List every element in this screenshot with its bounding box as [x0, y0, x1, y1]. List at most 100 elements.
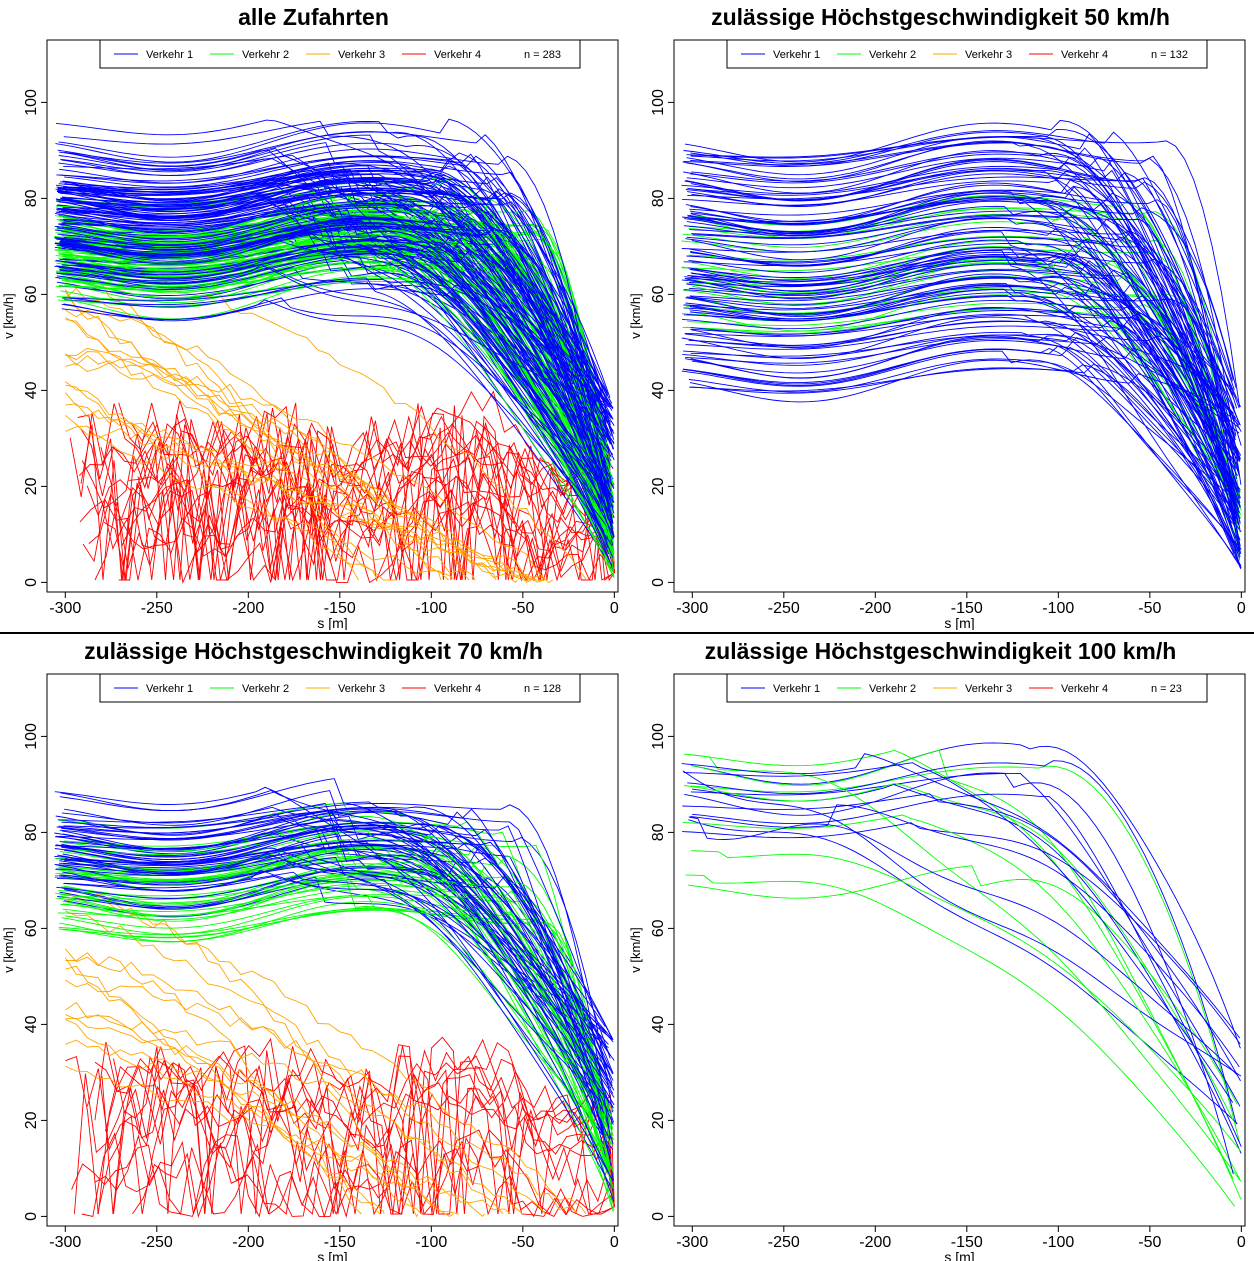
series-line-verkehr-1 — [58, 199, 608, 430]
series-line-verkehr-4 — [88, 479, 615, 582]
x-tick-label: -300 — [676, 1234, 708, 1251]
series-line-verkehr-2 — [58, 876, 609, 1193]
x-tick-label: 0 — [610, 600, 619, 617]
legend-box — [726, 39, 1208, 69]
chart-plot: -300 -250 -200 -150 -100 -50 0 s [m] 0 20 40 60 80 10… — [628, 673, 1246, 1261]
legend-count: n = 23 — [1151, 683, 1182, 695]
series-line-verkehr-2 — [54, 850, 614, 1130]
series-line-verkehr-2 — [689, 194, 1239, 537]
series-line-verkehr-1 — [55, 859, 615, 1061]
series-line-verkehr-1 — [686, 156, 1237, 435]
series-line-verkehr-1 — [64, 825, 614, 1145]
series-lines — [681, 742, 1242, 1207]
series-line-verkehr-1 — [62, 180, 612, 437]
series-line-verkehr-1 — [688, 816, 1239, 1076]
series-line-verkehr-1 — [683, 205, 1234, 488]
series-line-verkehr-1 — [64, 147, 614, 489]
chart-panel-1: zulässige Höchstgeschwindigkeit 50 km/h … — [627, 0, 1254, 630]
chart-plot: -300 -250 -200 -150 -100 -50 0 s [m] 0 20 40 60 80 10… — [628, 39, 1246, 630]
chart-plot: -300 -250 -200 -150 -100 -50 0 s [m] 0 20 40 60 80 10… — [1, 673, 619, 1261]
legend-count: n = 128 — [524, 683, 561, 695]
y-tick-label: 0 — [650, 578, 667, 587]
series-line-verkehr-4 — [103, 462, 615, 582]
series-line-verkehr-2 — [64, 821, 614, 1137]
series-line-verkehr-3 — [65, 319, 518, 584]
series-line-verkehr-1 — [687, 195, 1237, 512]
series-line-verkehr-1 — [54, 214, 614, 522]
series-line-verkehr-2 — [683, 783, 1234, 1121]
series-line-verkehr-4 — [121, 472, 615, 581]
series-line-verkehr-4 — [78, 415, 615, 581]
series-line-verkehr-4 — [97, 1086, 615, 1215]
series-line-verkehr-2 — [682, 814, 1242, 1182]
x-tick-label: -250 — [141, 1234, 173, 1251]
series-line-verkehr-1 — [62, 245, 613, 566]
series-line-verkehr-2 — [690, 765, 1241, 1143]
y-tick-label: 100 — [23, 89, 40, 116]
series-line-verkehr-1 — [690, 228, 1240, 548]
legend-count: n = 132 — [1151, 49, 1188, 61]
legend-entry: Verkehr 1 — [146, 683, 193, 695]
x-tick-label: -200 — [859, 1234, 891, 1251]
series-line-verkehr-3 — [64, 288, 545, 581]
y-tick-label: 0 — [23, 1212, 40, 1221]
y-axis-label: v [km/h] — [628, 293, 643, 339]
series-line-verkehr-3 — [65, 979, 579, 1215]
series-line-verkehr-1 — [56, 255, 607, 480]
series-line-verkehr-1 — [692, 793, 1242, 1147]
series-line-verkehr-1 — [54, 824, 614, 1074]
series-line-verkehr-3 — [65, 351, 497, 581]
series-line-verkehr-2 — [682, 304, 1242, 519]
series-line-verkehr-4 — [81, 1132, 615, 1217]
series-line-verkehr-1 — [690, 184, 1241, 552]
series-line-verkehr-3 — [65, 362, 476, 581]
series-line-verkehr-1 — [690, 253, 1241, 499]
series-line-verkehr-1 — [690, 333, 1240, 429]
series-line-verkehr-1 — [691, 742, 1241, 1049]
series-line-verkehr-1 — [689, 283, 1240, 512]
series-line-verkehr-3 — [64, 287, 359, 581]
y-tick-label: 0 — [650, 1212, 667, 1221]
series-line-verkehr-2 — [691, 850, 1241, 1151]
series-line-verkehr-2 — [685, 874, 1235, 1207]
series-line-verkehr-1 — [689, 185, 1239, 524]
series-line-verkehr-2 — [59, 874, 610, 1137]
series-line-verkehr-2 — [64, 830, 614, 1141]
y-axis-label: v [km/h] — [1, 293, 16, 339]
legend-entry: Verkehr 2 — [869, 49, 916, 61]
x-tick-label: -300 — [49, 1234, 81, 1251]
series-line-verkehr-1 — [55, 179, 615, 503]
series-line-verkehr-1 — [688, 199, 1238, 493]
series-line-verkehr-3 — [65, 1001, 485, 1218]
y-tick-label: 40 — [23, 381, 40, 399]
series-line-verkehr-3 — [65, 403, 537, 581]
series-lines — [681, 119, 1242, 570]
series-line-verkehr-4 — [94, 1037, 615, 1215]
y-tick-label: 60 — [650, 285, 667, 303]
series-line-verkehr-3 — [65, 1065, 511, 1215]
series-line-verkehr-1 — [64, 853, 615, 1098]
series-line-verkehr-3 — [64, 948, 362, 1215]
x-tick-label: -250 — [768, 1234, 800, 1251]
series-line-verkehr-3 — [65, 414, 456, 581]
series-line-verkehr-3 — [65, 425, 470, 581]
series-line-verkehr-1 — [683, 150, 1242, 446]
x-tick-label: -150 — [324, 600, 356, 617]
series-line-verkehr-4 — [113, 1085, 615, 1215]
y-axis-label: v [km/h] — [628, 927, 643, 973]
x-tick-label: -200 — [232, 1234, 264, 1251]
legend-entry: Verkehr 1 — [773, 49, 820, 61]
series-line-verkehr-1 — [59, 876, 609, 1049]
x-tick-label: -100 — [1042, 600, 1074, 617]
series-line-verkehr-2 — [55, 213, 615, 578]
series-line-verkehr-1 — [690, 249, 1241, 567]
series-line-verkehr-1 — [683, 142, 1233, 434]
x-axis-label: s [m] — [317, 1249, 347, 1261]
series-line-verkehr-1 — [690, 292, 1240, 434]
chart-title: zulässige Höchstgeschwindigkeit 100 km/h — [704, 638, 1177, 664]
series-line-verkehr-1 — [688, 358, 1239, 504]
x-tick-label: -50 — [1138, 600, 1161, 617]
series-line-verkehr-1 — [688, 320, 1238, 517]
series-line-verkehr-1 — [60, 790, 611, 1140]
series-line-verkehr-2 — [687, 302, 1237, 508]
